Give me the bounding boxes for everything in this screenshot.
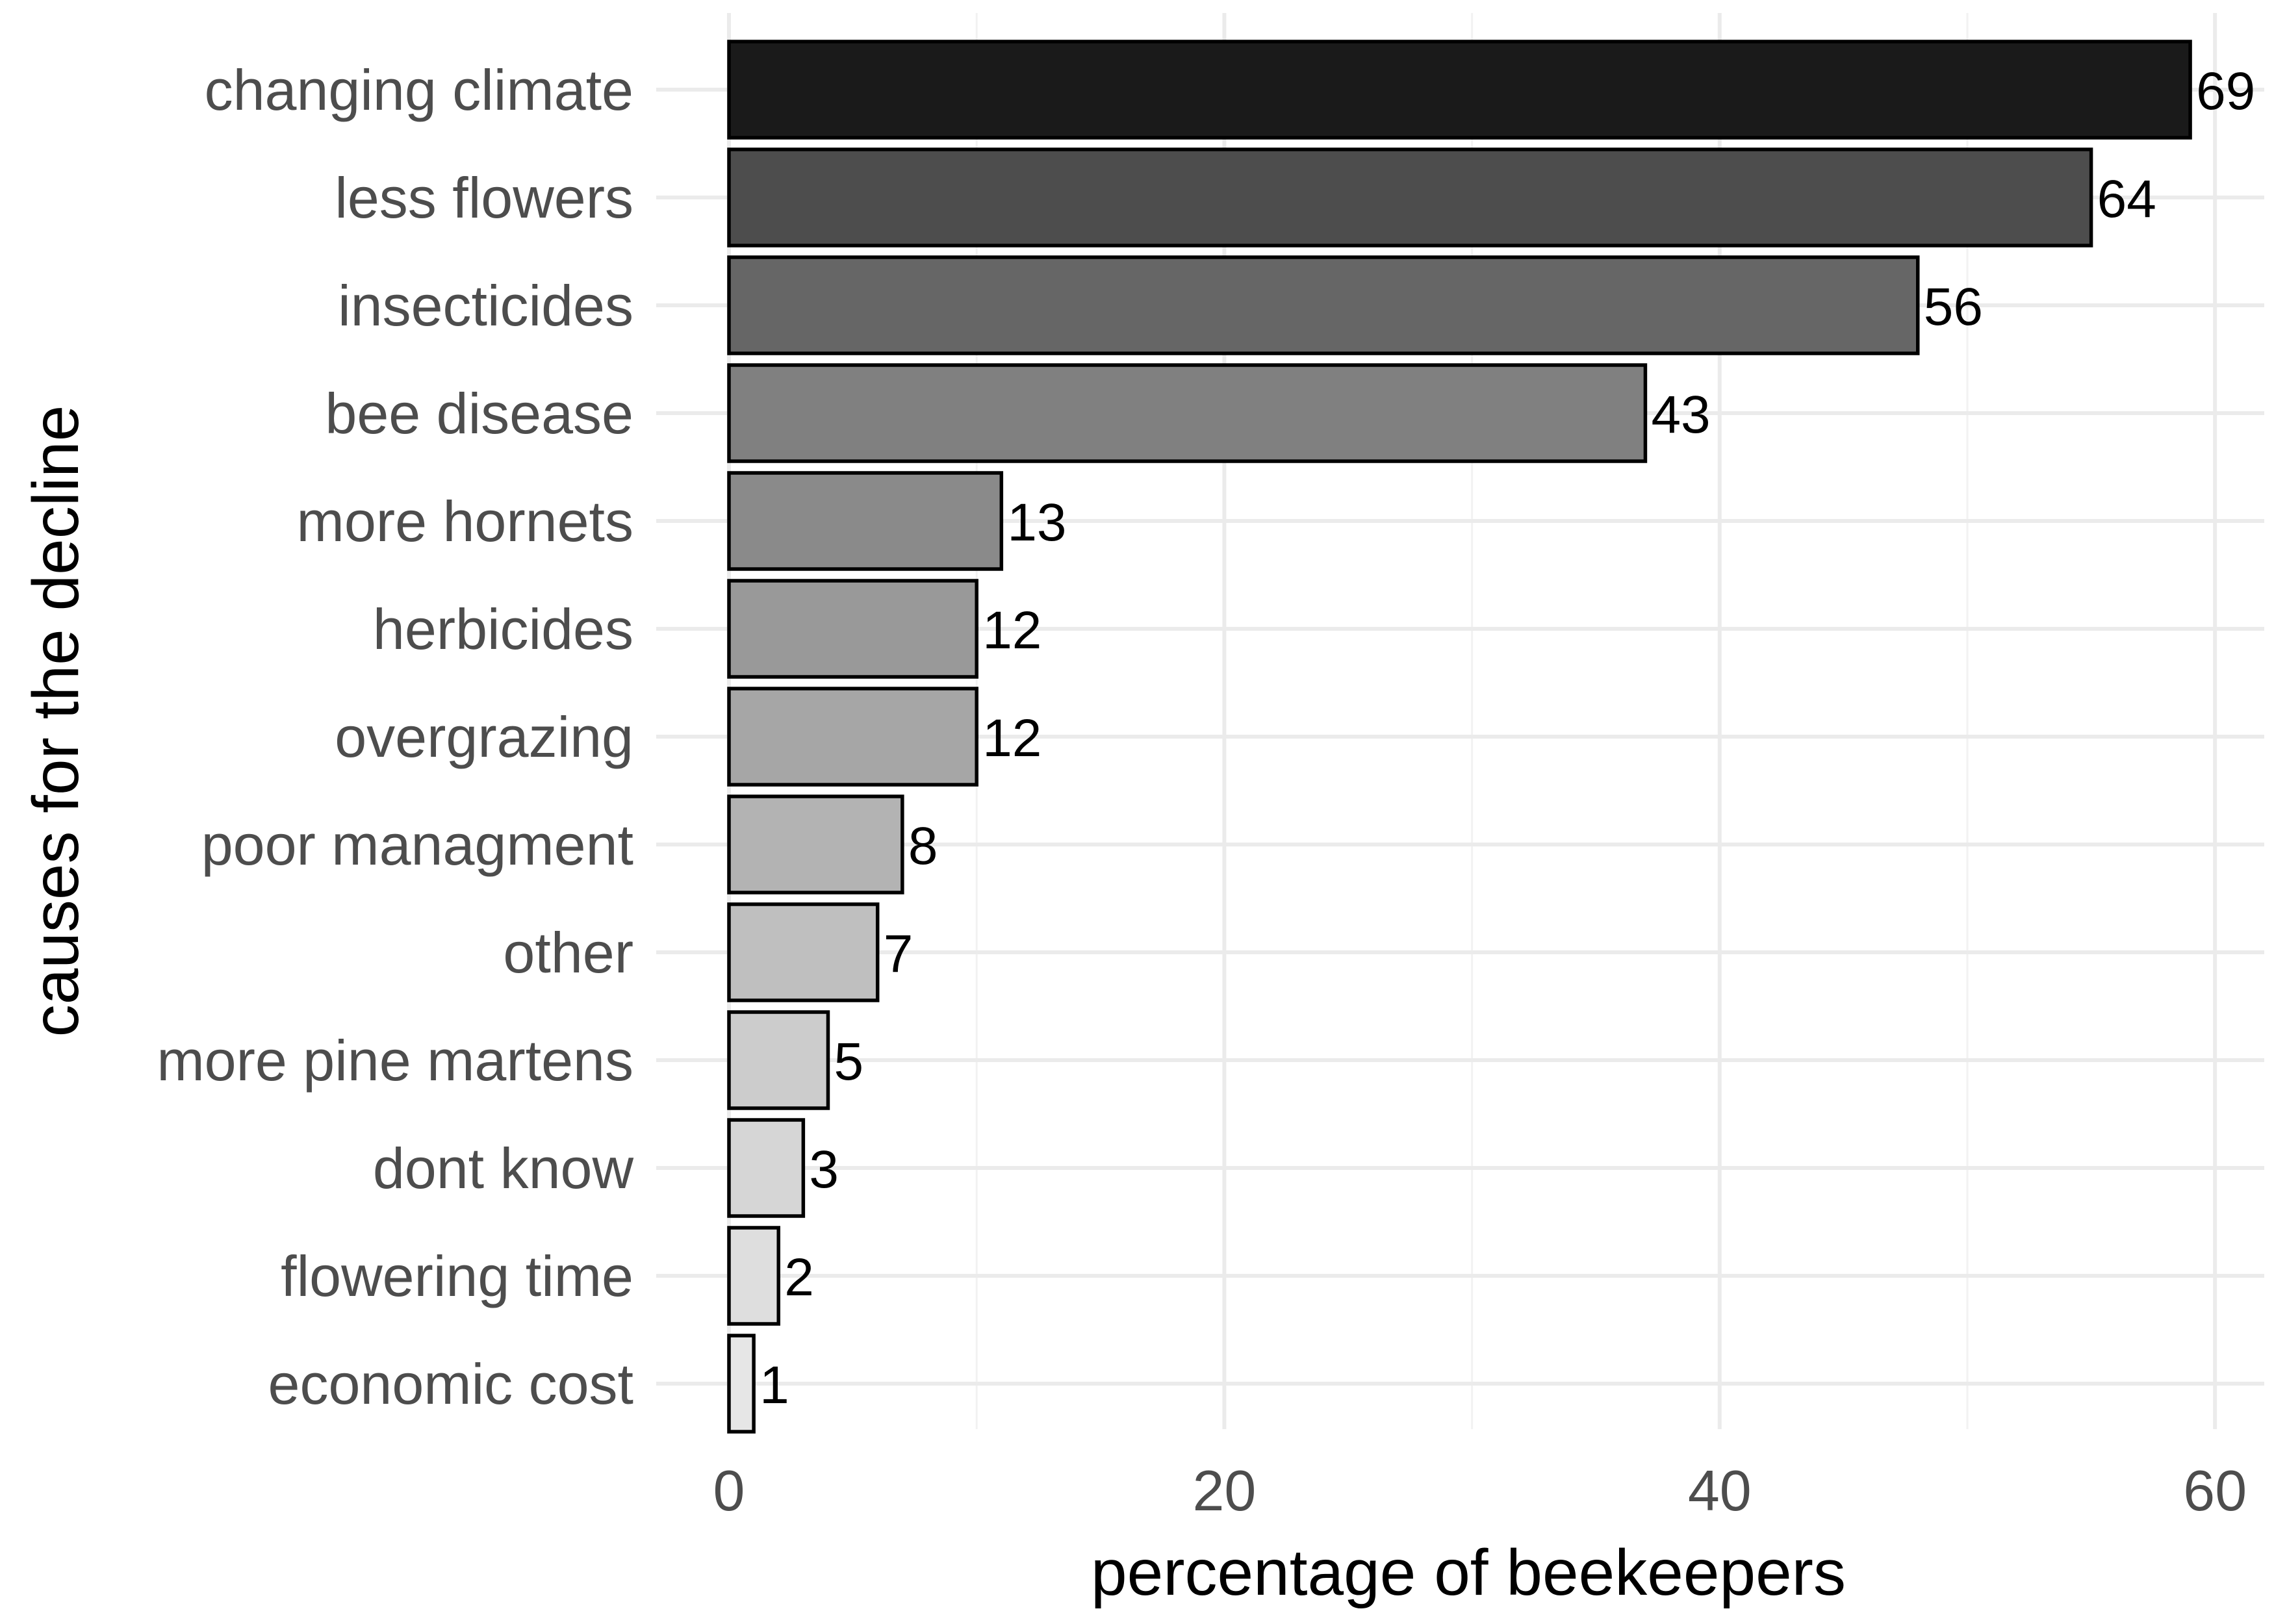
bar-value-label: 56	[1924, 277, 1983, 336]
bar	[727, 471, 1004, 571]
bar-value-label: 7	[884, 924, 913, 983]
bar-value-label: 12	[982, 601, 1041, 660]
category-label: herbicides	[373, 597, 633, 661]
category-label: dont know	[373, 1136, 634, 1200]
x-tick-label: 40	[1688, 1458, 1752, 1523]
category-label: poor managment	[201, 813, 633, 877]
bar-value-label: 69	[2196, 62, 2255, 121]
bar	[727, 1118, 806, 1218]
y-axis-title: causes for the decline	[19, 405, 92, 1037]
bars	[727, 40, 2192, 1434]
category-label: bee disease	[325, 381, 633, 446]
x-tick-labels: 0 20 40 60	[713, 1458, 2247, 1523]
bar	[727, 363, 1648, 463]
x-tick-label: 0	[713, 1458, 745, 1523]
bar-value-label: 1	[760, 1356, 789, 1415]
x-axis-title: percentage of beekeepers	[1091, 1536, 1846, 1609]
bar	[727, 147, 2093, 247]
category-label: changing climate	[205, 58, 633, 122]
category-label: overgrazing	[335, 705, 633, 769]
bar-value-label: 64	[2097, 170, 2156, 229]
bar	[727, 1226, 780, 1326]
bar-value-label: 12	[982, 709, 1041, 768]
category-label: other	[503, 920, 633, 985]
category-labels: changing climate less flowers insecticides…	[157, 58, 633, 1416]
bar	[727, 579, 978, 679]
bar	[727, 687, 978, 787]
bar	[727, 902, 880, 1002]
bar-value-label: 2	[784, 1248, 814, 1307]
category-label: economic cost	[268, 1352, 633, 1416]
x-tick-label: 20	[1192, 1458, 1256, 1523]
bar-value-label: 3	[809, 1140, 839, 1199]
category-label: flowering time	[281, 1244, 633, 1308]
category-label: more pine martens	[157, 1028, 633, 1093]
bar	[727, 1334, 756, 1434]
bar	[727, 255, 1920, 355]
bar-value-label: 8	[908, 817, 938, 876]
bar-value-label: 43	[1651, 385, 1710, 444]
bar-value-label: 13	[1007, 493, 1066, 552]
value-labels: 69 64 56 43 13 12 12 8 75 3 2 1	[760, 62, 2255, 1415]
category-label: more hornets	[297, 489, 633, 553]
category-label: less flowers	[335, 166, 633, 230]
bar	[727, 1010, 830, 1110]
x-tick-label: 60	[2183, 1458, 2247, 1523]
bar-value-label: 5	[834, 1032, 863, 1091]
bar	[727, 794, 904, 894]
bar	[727, 40, 2192, 140]
category-label: insecticides	[338, 273, 633, 338]
